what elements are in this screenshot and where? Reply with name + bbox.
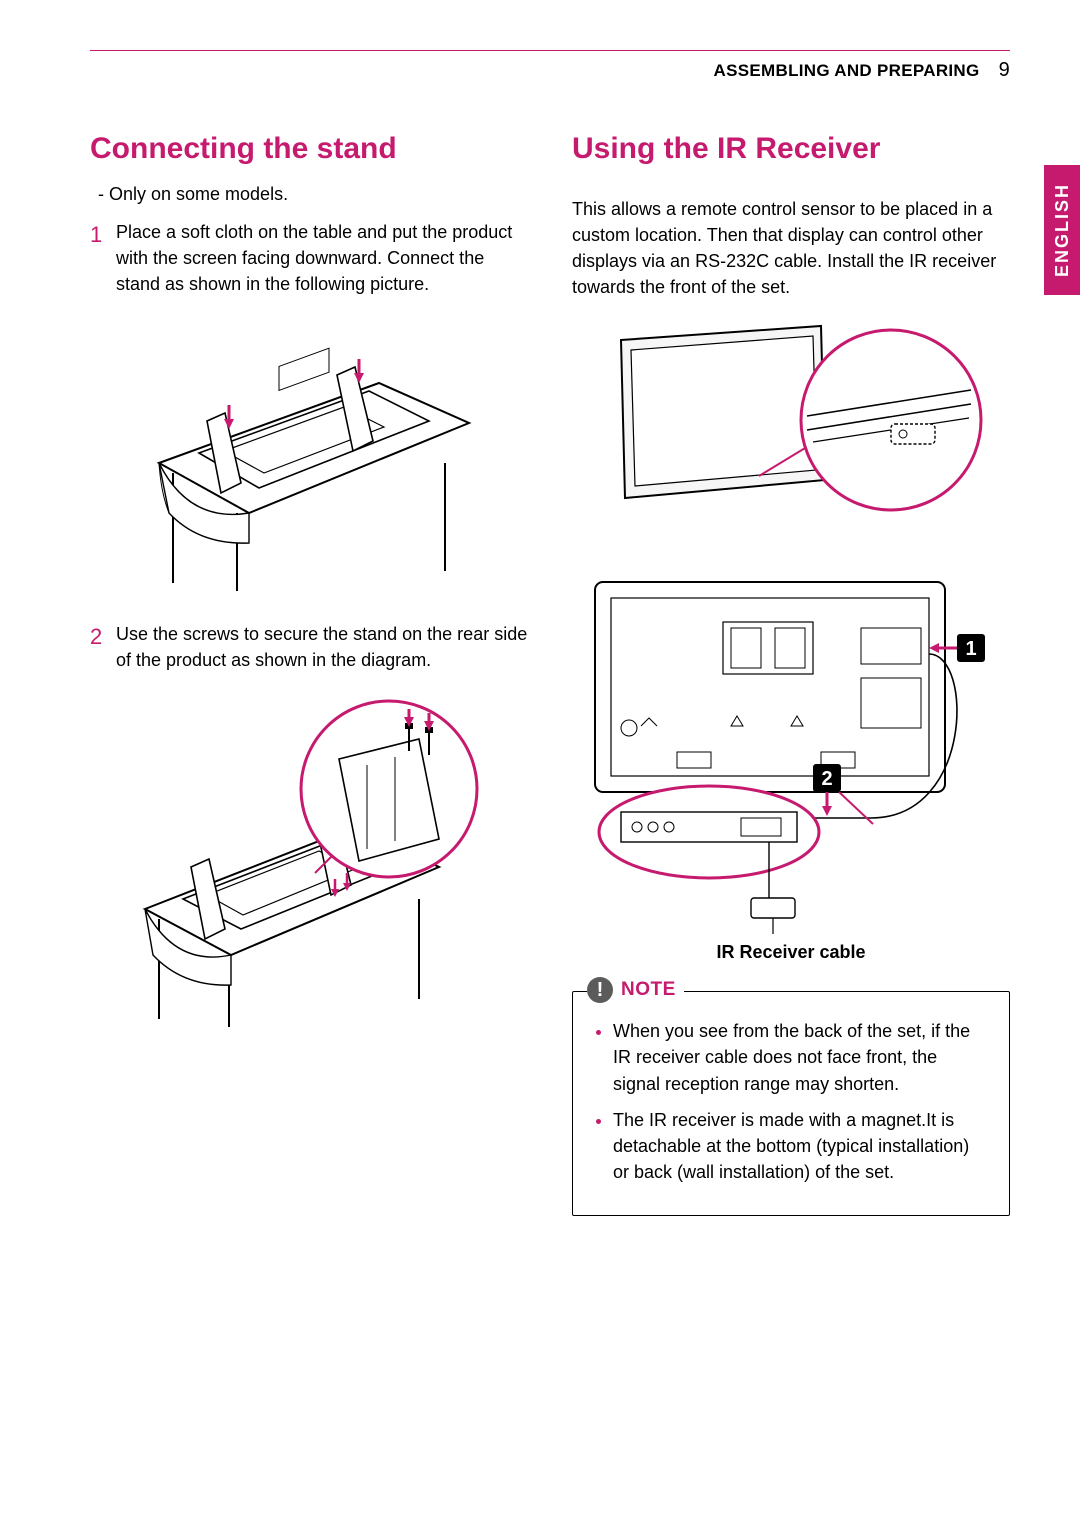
ir-front-diagram-icon [591, 320, 991, 540]
step-number: 1 [90, 219, 116, 297]
ir-back-diagram-icon: 1 2 [581, 568, 1001, 938]
callout-2-icon: 2 [813, 764, 841, 816]
note-item: When you see from the back of the set, i… [613, 1018, 989, 1096]
section-title: ASSEMBLING AND PREPARING [714, 61, 980, 80]
note-box: ! NOTE When you see from the back of the… [572, 991, 1010, 1216]
right-column: Using the IR Receiver This allows a remo… [572, 132, 1010, 1216]
figure-ir-back: 1 2 [572, 568, 1010, 938]
svg-text:1: 1 [965, 638, 976, 660]
stand-diagram-2-icon [119, 689, 499, 1029]
heading-ir-receiver: Using the IR Receiver [572, 132, 1010, 166]
running-head: ASSEMBLING AND PREPARING 9 [90, 59, 1010, 82]
step-number: 2 [90, 621, 116, 673]
step-1: 1 Place a soft cloth on the table and pu… [90, 219, 528, 297]
language-tab-label: ENGLISH [1052, 183, 1073, 277]
figure-stand-1 [90, 313, 528, 593]
models-note: - Only on some models. [98, 184, 528, 205]
note-icon: ! [587, 977, 613, 1003]
step-text: Place a soft cloth on the table and put … [116, 219, 528, 297]
step-2: 2 Use the screws to secure the stand on … [90, 621, 528, 673]
note-label: NOTE [621, 979, 676, 1001]
note-item: The IR receiver is made with a magnet.It… [613, 1107, 989, 1185]
left-column: Connecting the stand - Only on some mode… [90, 132, 528, 1216]
step-text: Use the screws to secure the stand on th… [116, 621, 528, 673]
page-number: 9 [999, 59, 1010, 81]
header-rule [90, 50, 1010, 51]
heading-connecting-stand: Connecting the stand [90, 132, 528, 166]
figure-ir-front [572, 320, 1010, 540]
note-list: When you see from the back of the set, i… [593, 1018, 989, 1185]
ir-intro-text: This allows a remote control sensor to b… [572, 196, 1010, 300]
figure-stand-2 [90, 689, 528, 1029]
stand-diagram-1-icon [129, 313, 489, 593]
note-badge: ! NOTE [587, 977, 684, 1003]
svg-text:2: 2 [821, 768, 832, 790]
language-tab: ENGLISH [1044, 165, 1080, 295]
ir-cable-caption: IR Receiver cable [572, 942, 1010, 963]
